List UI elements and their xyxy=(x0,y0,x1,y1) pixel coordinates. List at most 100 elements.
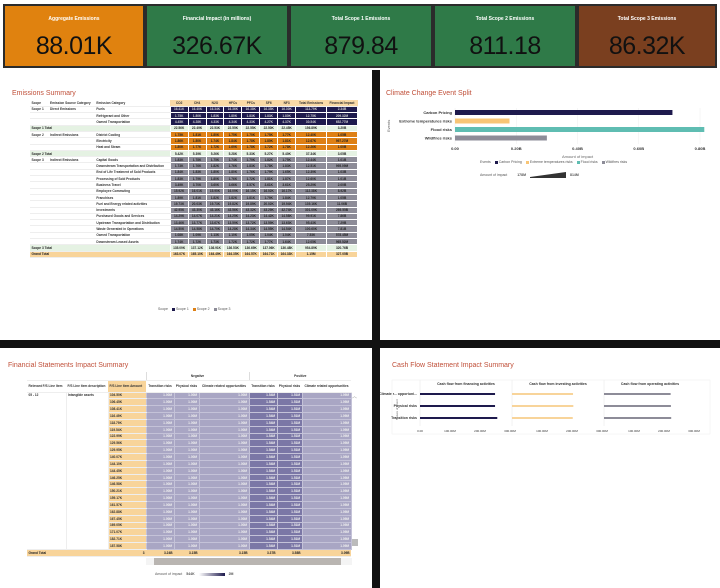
legend-label: Carbon Pricing xyxy=(498,160,522,164)
kpi-scope1[interactable]: Total Scope 1 Emissions 879.84 xyxy=(289,4,433,68)
legend-label: Flood risks xyxy=(580,160,598,164)
gradient-bar xyxy=(198,572,225,576)
climate-event-panel: Climate Change Event Split 0.00 0.20B 0.40… xyxy=(380,72,720,340)
impact-cell: 1.00M xyxy=(198,439,250,448)
row-scope xyxy=(30,238,49,246)
bar-extreme-temperatures-risks[interactable] xyxy=(455,118,510,124)
legend-item[interactable]: Scope 2 xyxy=(192,307,210,311)
value-cell: 2.34B xyxy=(326,105,358,114)
bar-flood-risks[interactable] xyxy=(455,127,705,132)
legend-item[interactable]: Carbon Pricing xyxy=(494,160,522,164)
cash-flow-bar[interactable] xyxy=(420,393,496,395)
column-header[interactable]: Relevant F/S Line Item xyxy=(27,380,66,393)
legend-item[interactable]: Scope 3 xyxy=(213,307,230,311)
x-tick-label: 100.00M xyxy=(628,429,640,433)
line-item-amount: 129.95K xyxy=(108,446,147,455)
legend-swatch xyxy=(525,160,529,164)
impact-cell: 1.00M xyxy=(145,494,175,502)
row-scope: Scope 2 xyxy=(30,131,49,139)
value-cell: 164.71K xyxy=(259,250,279,258)
legend-item[interactable]: Extreme temperatures risks xyxy=(525,160,573,164)
column-header[interactable]: Financial Impact xyxy=(326,100,358,107)
column-header[interactable]: Physical risks xyxy=(174,380,200,393)
column-header[interactable]: Climate related opportunities xyxy=(199,380,250,393)
column-header[interactable]: F/S Line Item Amount xyxy=(108,380,147,393)
bar-carbon-pricing[interactable] xyxy=(455,110,673,115)
x-tick-label: 0.60B xyxy=(633,146,644,151)
scroll-up-arrow[interactable]: ︿ xyxy=(352,394,358,400)
column-header[interactable]: Total Emissions xyxy=(295,100,327,107)
horizontal-scrollbar[interactable] xyxy=(146,558,352,565)
table-row: 118.79K 1.00M 1.00M 1.00M 1.54M 1.51M 1.09M xyxy=(27,418,352,427)
row-item: Electricity xyxy=(94,137,171,145)
column-header[interactable]: Transition risks xyxy=(146,380,175,393)
legend-item[interactable]: Scope 1 xyxy=(171,307,189,311)
column-header[interactable]: HFCs xyxy=(223,100,242,107)
row-scope xyxy=(30,188,49,195)
line-item-amount: 122.99K xyxy=(108,433,147,441)
x-tick-label: 200.00M xyxy=(474,429,486,433)
kpi-financial-impact[interactable]: Financial Impact (in millions) 326.67K xyxy=(145,4,289,68)
cash-flow-bar[interactable] xyxy=(420,417,498,419)
column-header[interactable]: Climate related opportunities xyxy=(302,380,352,393)
row-cat xyxy=(48,232,95,240)
impact-cell: 1.54M xyxy=(248,405,278,414)
column-header[interactable]: N2O xyxy=(206,100,224,107)
legend-item[interactable]: Flood risks xyxy=(576,160,598,164)
panel-title: Cash Flow Statement Impact Summary xyxy=(392,362,514,369)
cash-flow-bar[interactable] xyxy=(512,417,573,419)
impact-cell: 1.51M xyxy=(276,473,303,482)
table-row: Purchased Goods and Services 14.29K 14.07K… xyxy=(30,212,358,221)
x-tick-label: 0.40B xyxy=(572,146,583,151)
cash-flow-bar[interactable] xyxy=(512,393,574,395)
impact-cell: 1.00M xyxy=(173,432,200,441)
gradient-max: 2M xyxy=(228,572,234,576)
cash-flow-bar[interactable] xyxy=(604,405,671,407)
cash-flow-bar[interactable] xyxy=(420,405,496,407)
row-scope xyxy=(30,232,49,240)
impact-cell: 1.09M xyxy=(301,473,352,482)
impact-cell: 1.00M xyxy=(173,425,200,434)
scroll-thumb[interactable] xyxy=(352,539,358,546)
column-header[interactable]: CH4 xyxy=(188,100,206,107)
column-header[interactable]: Emission Category xyxy=(94,100,171,107)
impact-cell: 1.00M xyxy=(198,405,250,414)
column-header[interactable]: Scope xyxy=(30,100,49,107)
column-header[interactable]: Physical risks xyxy=(277,380,303,393)
impact-cell: 1.09M xyxy=(301,412,352,420)
column-header[interactable]: NF3 xyxy=(277,100,296,107)
legend-swatch xyxy=(213,307,217,311)
row-scope: Scope 1 xyxy=(30,106,49,114)
line-item-amount: 116.49K xyxy=(108,412,147,420)
kpi-scope2[interactable]: Total Scope 2 Emissions 811.18 xyxy=(433,4,577,68)
column-header[interactable]: SF6 xyxy=(259,100,278,107)
column-header[interactable]: Emission Source Category xyxy=(48,100,95,107)
cash-flow-bar[interactable] xyxy=(604,393,671,395)
cash-flow-bar[interactable] xyxy=(604,417,672,419)
kpi-scope3[interactable]: Total Scope 3 Emissions 86.32K xyxy=(577,4,717,68)
column-header[interactable]: PFCs xyxy=(241,100,260,107)
vertical-scrollbar[interactable]: ︿ xyxy=(352,393,358,555)
column-header[interactable]: CO2 xyxy=(170,100,189,107)
column-header[interactable]: Transition risks xyxy=(249,380,278,393)
row-item: Employee Commuting xyxy=(94,188,171,195)
legend-swatch xyxy=(192,307,196,311)
y-category-label: Physical risks xyxy=(394,404,417,408)
row-label: Scope 1 Total xyxy=(30,125,171,133)
column-header[interactable]: F/S Line Item description xyxy=(66,380,108,393)
impact-cell: 1.00M xyxy=(173,398,200,407)
table-row: 162.88K 1.00M 1.00M 1.00M 1.54M 1.51M 1.09M xyxy=(27,507,352,516)
scroll-thumb[interactable] xyxy=(154,558,341,565)
legend-item[interactable]: Wildfires risks xyxy=(601,160,627,164)
impact-cell: 1.09M xyxy=(301,535,352,544)
panel-header: Cash flow from investing activities xyxy=(529,382,587,386)
row-cat xyxy=(48,200,95,208)
bar-wildfires-risks[interactable] xyxy=(455,135,547,141)
impact-cell: 1.00M xyxy=(145,466,175,475)
impact-cell: 1.00M xyxy=(198,535,250,544)
cash-flow-bar[interactable] xyxy=(512,405,574,407)
kpi-aggregate-emissions[interactable]: Aggregate Emissions 88.01K xyxy=(3,4,145,68)
grand-total-value: 3.58B xyxy=(277,549,303,557)
table-row: 146.25K 1.00M 1.00M 1.00M 1.54M 1.51M 1.09M xyxy=(27,473,352,482)
impact-cell: 1.00M xyxy=(198,521,250,530)
